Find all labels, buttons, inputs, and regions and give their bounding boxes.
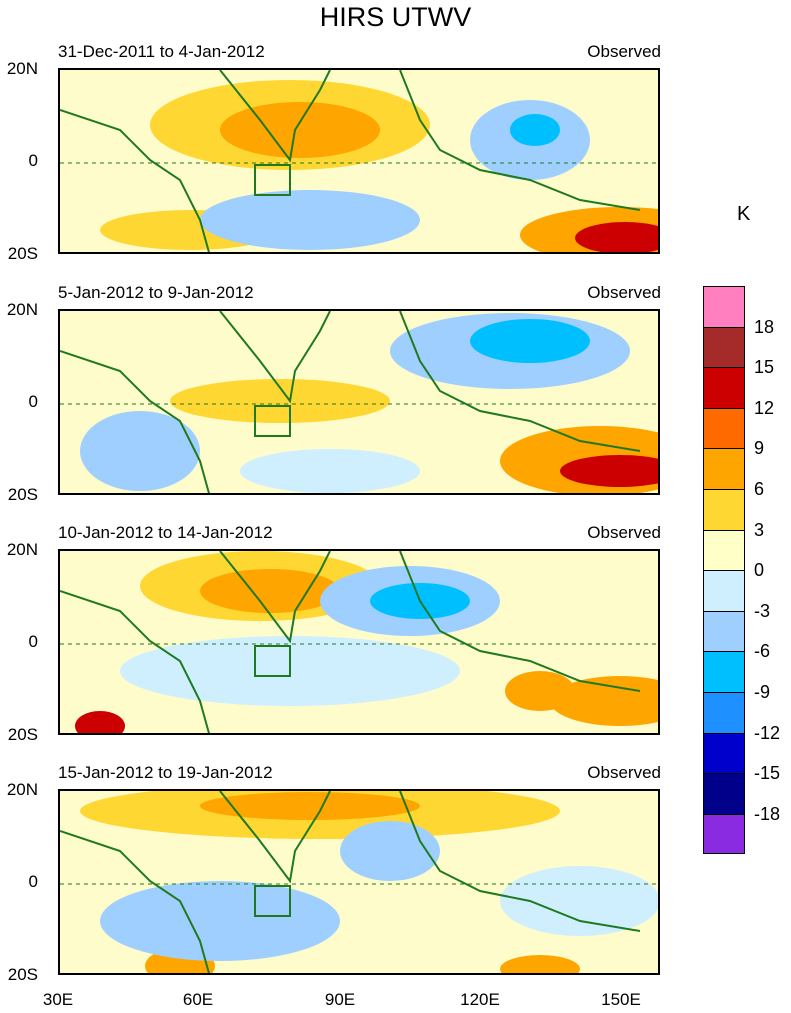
panel-2-cool-west [80, 411, 200, 491]
lon-label-30e: 30E [42, 990, 74, 1009]
panel-3-warm-core [200, 569, 340, 613]
colorbar-swatch [703, 367, 745, 408]
colorbar-tick-label: 3 [754, 519, 765, 540]
panel-3-india-coast [219, 551, 331, 644]
panel-4-se-asia-coast [399, 791, 641, 932]
panel-3-status: Observed [587, 523, 661, 542]
panel-4-africa-coast [60, 830, 210, 973]
panel-1-hot-core [575, 222, 658, 252]
colorbar-tick-label: -12 [754, 722, 781, 743]
colorbar-tick-label: 12 [754, 397, 775, 418]
colorbar-swatch [703, 732, 745, 774]
panel-1-africa-coast [60, 109, 210, 252]
colorbar-tick-label: 6 [754, 479, 765, 499]
panel-1-svg [60, 70, 658, 252]
colorbar [703, 286, 745, 855]
lat-label-0: 0 [28, 392, 38, 411]
panel-2-se-asia-coast [399, 311, 641, 452]
colorbar-swatch [703, 407, 745, 449]
panel-2-status: Observed [587, 283, 661, 302]
panel-3-hot-west [75, 711, 125, 733]
colorbar-tick-label: 18 [754, 316, 775, 337]
panel-4-box [254, 885, 291, 917]
colorbar-swatch [703, 529, 745, 571]
lon-label-60e: 60E [182, 990, 214, 1009]
lat-label-20s: 20S [7, 485, 38, 504]
panel-1-se-asia-coast [399, 70, 641, 211]
panel-4-cool-west [100, 881, 340, 961]
panel-4-cool-east [500, 866, 658, 936]
panel-3-africa-coast [60, 590, 210, 733]
colorbar-swatch [703, 448, 745, 489]
panel-2-africa-coast [60, 350, 210, 493]
panel-2-box [254, 405, 291, 437]
panel-1-warm-core [220, 102, 380, 158]
panel-2-cool-south [240, 449, 420, 493]
colorbar-tick-label: -3 [754, 600, 771, 621]
lon-label-120e: 120E [460, 990, 500, 1009]
panel-2-map [58, 309, 660, 495]
panel-4-india-coast [219, 791, 331, 884]
colorbar-tick-label: -15 [754, 763, 781, 784]
panel-4-status: Observed [587, 763, 661, 782]
panel-1-cool-area [200, 190, 420, 250]
panel-4-warm-core [200, 792, 420, 820]
lon-label-90e: 90E [324, 990, 356, 1009]
panel-2-period: 5-Jan-2012 to 9-Jan-2012 [58, 283, 254, 302]
panel-1-box [254, 164, 291, 196]
colorbar-swatch [703, 326, 745, 368]
colorbar-swatch [703, 488, 745, 530]
panel-3-period: 10-Jan-2012 to 14-Jan-2012 [58, 523, 273, 542]
colorbar-swatch [703, 813, 745, 855]
panel-4-svg [60, 791, 658, 973]
lat-label-0: 0 [28, 632, 38, 651]
lat-label-20s: 20S [7, 244, 38, 263]
lat-label-20s: 20S [7, 965, 38, 984]
panel-4-period: 15-Jan-2012 to 19-Jan-2012 [58, 763, 273, 782]
figure-title: HIRS UTWV [319, 2, 472, 32]
panel-4-map [58, 789, 660, 975]
colorbar-swatch [703, 773, 745, 814]
panel-3-map [58, 549, 660, 735]
panel-3-box [254, 645, 291, 677]
panel-2-warm-band [170, 379, 390, 423]
panel-1-period: 31-Dec-2011 to 4-Jan-2012 [58, 42, 265, 61]
panel-2-india-coast [219, 311, 331, 404]
panel-1-india-coast [219, 70, 331, 163]
lat-label-20n: 20N [6, 540, 38, 559]
panel-2-hot-core [560, 455, 658, 487]
panel-1-status: Observed [587, 42, 661, 61]
lat-label-20n: 20N [6, 59, 38, 78]
panel-3-svg [60, 551, 658, 733]
panel-3-se-asia-coast [399, 551, 641, 692]
colorbar-swatch [703, 610, 745, 652]
panel-1-cool-core [510, 114, 560, 146]
lat-label-0: 0 [28, 151, 38, 170]
panel-2-cool-core [470, 319, 590, 363]
colorbar-tick-label: -18 [754, 803, 781, 824]
panel-2-svg [60, 311, 658, 493]
lat-label-0: 0 [28, 872, 38, 891]
panel-4-cool-mid [340, 821, 440, 881]
colorbar-units: K [737, 203, 751, 225]
colorbar-tick-label: 15 [754, 357, 775, 378]
lat-label-20s: 20S [7, 725, 38, 744]
panel-1-map [58, 68, 660, 254]
panel-3-warm-mid [505, 671, 575, 711]
colorbar-swatch [703, 570, 745, 611]
colorbar-swatch [703, 286, 745, 327]
lat-label-20n: 20N [6, 780, 38, 799]
colorbar-swatch [703, 691, 745, 733]
lat-label-20n: 20N [6, 300, 38, 319]
colorbar-swatch [703, 651, 745, 692]
lon-label-150e: 150E [601, 990, 641, 1009]
colorbar-tick-label: -9 [754, 682, 771, 702]
colorbar-tick-label: 0 [754, 560, 765, 581]
colorbar-tick-label: -6 [754, 641, 771, 662]
panel-4-warm-se [500, 955, 580, 973]
colorbar-tick-label: 9 [754, 438, 765, 459]
